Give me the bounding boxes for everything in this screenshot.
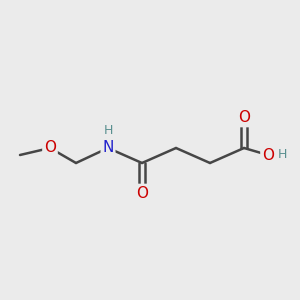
Text: H: H	[103, 124, 113, 136]
Text: N: N	[102, 140, 114, 155]
Text: O: O	[44, 140, 56, 155]
Text: O: O	[262, 148, 274, 163]
Text: O: O	[136, 185, 148, 200]
Text: H: H	[277, 148, 287, 161]
Text: O: O	[238, 110, 250, 125]
